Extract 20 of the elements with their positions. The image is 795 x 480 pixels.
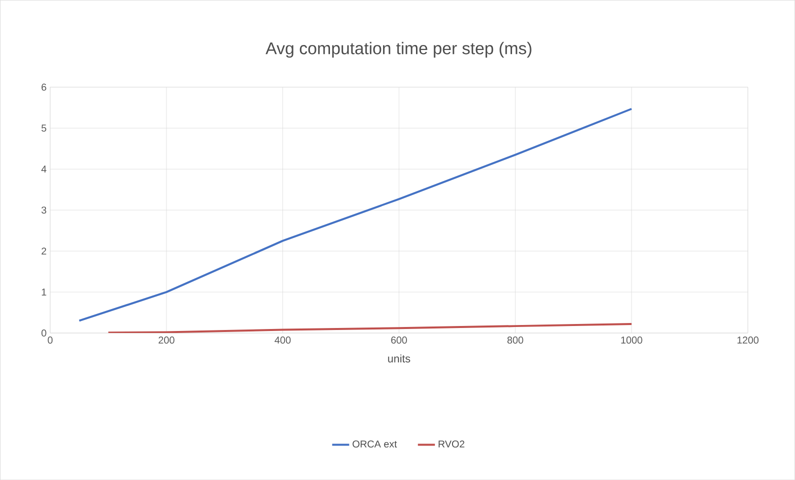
x-tick-label: 200 [158,336,174,344]
y-tick-label: 5 [42,124,46,132]
chart-title: Avg computation time per step (ms) [266,42,532,58]
y-tick-label: 4 [41,166,46,172]
line-series [78,108,633,322]
x-tick-label: 400 [274,336,291,344]
line-series [107,322,633,333]
y-tick-label: 3 [41,206,46,214]
y-tick-label: 2 [42,248,46,254]
x-tick-label: 0 [48,336,53,344]
x-tick-label: 1200 [738,336,759,344]
y-tick-label: 0 [42,329,46,336]
x-axis-title: units [388,354,410,362]
x-tick-label: 600 [391,336,407,344]
legend-label: RVO2 [438,440,464,448]
y-tick-label: 1 [42,288,46,296]
legend-label: ORCA ext [352,440,397,448]
y-tick-label: 6 [42,84,46,91]
x-tick-label: 800 [507,336,524,344]
x-tick-label: 1000 [621,336,642,344]
